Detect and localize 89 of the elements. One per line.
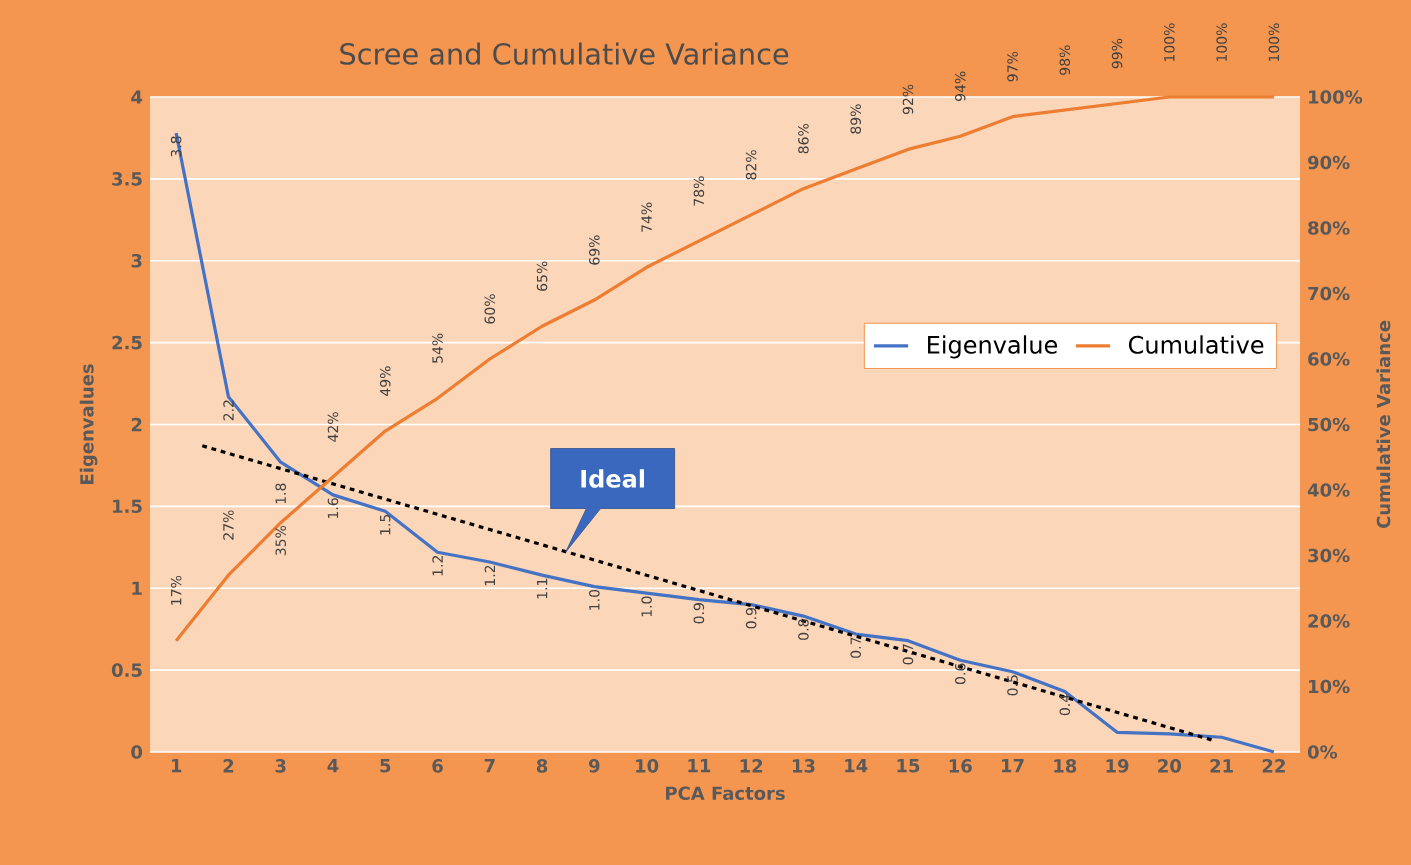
y2-tick-label: 60%: [1308, 352, 1350, 366]
x-tick-label: 1: [171, 759, 182, 773]
data-label: 0.7: [902, 644, 914, 665]
data-label: 86%: [798, 123, 809, 154]
x-tick-label: 4: [327, 759, 339, 773]
data-label: 1.0: [589, 589, 600, 610]
x-tick-label: 18: [1054, 759, 1077, 773]
data-label: 0.9: [745, 608, 757, 629]
data-label: 1.8: [275, 483, 286, 504]
data-label: 2.2: [223, 400, 234, 421]
y-tick-label: 1.5: [113, 499, 142, 514]
y2-tick-label: 70%: [1308, 286, 1350, 301]
data-label: 54%: [432, 333, 443, 363]
data-label: 1.2: [432, 556, 443, 576]
y2-tick-label: 40%: [1307, 483, 1350, 497]
data-label: 99%: [1111, 38, 1123, 69]
y2-tick-label: 30%: [1308, 548, 1350, 563]
y-tick-label: 0.5: [111, 663, 142, 677]
x-tick-label: 9: [589, 759, 600, 773]
data-label: 3.8: [170, 136, 182, 157]
y-tick-label: 3.5: [112, 172, 142, 186]
y-axis-title: Eigenvalues: [79, 364, 98, 484]
data-label: 60%: [484, 294, 496, 324]
x-tick-label: 22: [1262, 759, 1285, 773]
x-tick-label: 19: [1106, 759, 1129, 773]
y2-tick-label: 80%: [1308, 221, 1350, 235]
x-tick-label: 21: [1210, 759, 1233, 773]
data-label: 35%: [275, 525, 286, 556]
y-tick-label: 2.5: [112, 335, 142, 350]
y2-tick-label: 90%: [1308, 155, 1350, 170]
data-label: 42%: [327, 412, 339, 442]
x-tick-label: 11: [688, 759, 711, 773]
data-label: 49%: [379, 366, 391, 396]
x-tick-label: 17: [1002, 759, 1024, 773]
y2-tick-label: 100%: [1309, 90, 1363, 104]
x-tick-label: 15: [897, 759, 920, 773]
data-label: 1.1: [536, 578, 548, 599]
x-tick-label: 10: [636, 759, 659, 773]
data-label: 0.9: [693, 603, 705, 624]
data-label: 69%: [589, 235, 600, 265]
x-tick-label: 3: [275, 759, 286, 773]
y-tick-label: 4: [131, 90, 143, 104]
data-label: 78%: [693, 176, 705, 206]
x-tick-label: 13: [792, 759, 815, 773]
y2-tick-label: 10%: [1309, 679, 1350, 694]
data-label: 92%: [902, 84, 914, 115]
chart-title: Scree and Cumulative Variance: [340, 42, 789, 65]
data-label: 94%: [954, 71, 966, 102]
data-label: 0.6: [954, 663, 966, 685]
data-label: 1.2: [484, 565, 495, 586]
data-label: 1.5: [380, 514, 391, 535]
data-label: 0.8: [798, 619, 809, 640]
data-label: 1.6: [327, 498, 339, 519]
data-label: 0.4: [1059, 694, 1071, 716]
y-tick-label: 1: [132, 581, 142, 595]
data-label: 82%: [745, 150, 757, 180]
y-tick-label: 0: [131, 745, 143, 759]
x-tick-label: 12: [740, 759, 763, 773]
legend-label: Eigenvalue: [928, 335, 1058, 359]
data-label: 17%: [170, 575, 182, 605]
y2-tick-label: 50%: [1308, 417, 1350, 432]
x-tick-label: 8: [536, 759, 548, 773]
y-tick-label: 3: [131, 253, 142, 268]
data-label: 0.7: [850, 637, 861, 658]
data-label: 0.5: [1007, 675, 1018, 696]
x-axis-title: PCA Factors: [666, 786, 785, 801]
data-label: 100%: [1164, 23, 1175, 62]
x-tick-label: 7: [484, 759, 495, 773]
legend-label: Cumulative: [1128, 335, 1264, 354]
data-label: 100%: [1216, 23, 1227, 62]
x-tick-label: 2: [223, 759, 234, 773]
y2-axis-title: Cumulative Variance: [1376, 320, 1391, 529]
x-tick-label: 20: [1158, 759, 1181, 773]
x-tick-label: 5: [380, 759, 391, 773]
data-label: 89%: [850, 104, 861, 134]
y-tick-label: 2: [131, 417, 142, 432]
x-tick-label: 14: [845, 759, 868, 773]
x-tick-label: 6: [432, 759, 443, 773]
data-label: 98%: [1059, 45, 1071, 75]
x-tick-label: 16: [949, 759, 972, 773]
data-label: 74%: [641, 202, 652, 232]
data-label: 27%: [223, 510, 234, 540]
data-label: 100%: [1268, 23, 1280, 62]
data-label: 65%: [536, 261, 548, 291]
annotation: Ideal: [581, 469, 645, 488]
data-label: 97%: [1007, 51, 1018, 82]
y2-tick-label: 0%: [1307, 745, 1338, 759]
data-label: 1.0: [641, 596, 652, 617]
y2-tick-label: 20%: [1308, 614, 1350, 628]
